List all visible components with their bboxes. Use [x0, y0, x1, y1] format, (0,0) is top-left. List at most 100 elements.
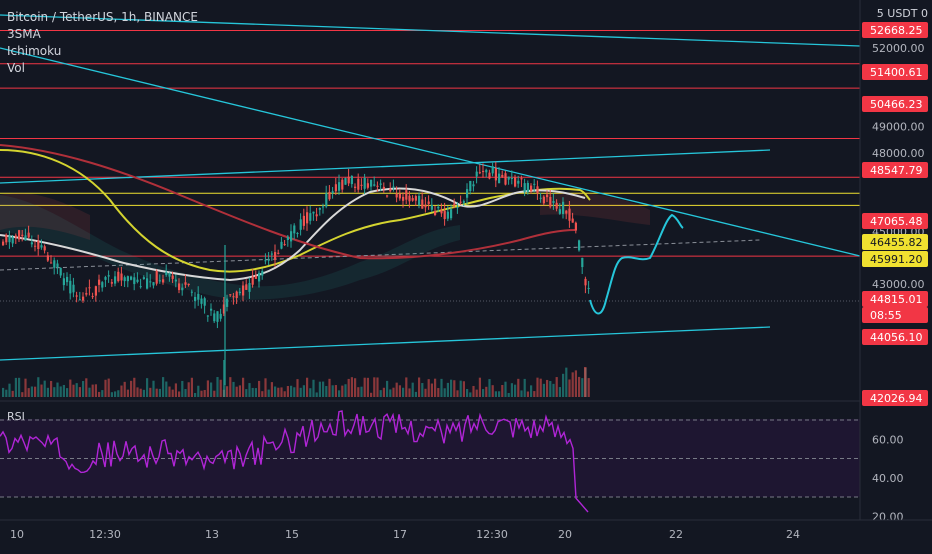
time-tick: 22	[669, 528, 683, 541]
volume-bar	[213, 390, 216, 397]
price-label-box	[862, 307, 928, 323]
volume-bar	[178, 391, 181, 397]
volume-bar	[331, 385, 334, 397]
price-axis: 52000.0051000.0050000.0049000.0048000.00…	[859, 0, 932, 523]
symbol-title[interactable]: Bitcoin / TetherUS, 1h, BINANCE	[7, 10, 198, 24]
candle-body	[158, 280, 161, 282]
candle-body	[395, 193, 398, 198]
candle-body	[558, 209, 561, 214]
price-label: 45991.20	[870, 253, 923, 266]
volume-bars	[2, 360, 590, 397]
candle-body	[37, 240, 40, 250]
volume-bar	[501, 384, 504, 397]
trendlines	[0, 14, 861, 361]
volume-bar	[360, 386, 363, 397]
volume-bar	[30, 386, 33, 397]
volume-bar	[242, 377, 245, 397]
candle-body	[446, 211, 449, 219]
volume-bar	[395, 382, 398, 397]
volume-bar	[446, 382, 449, 397]
candle-body	[414, 196, 417, 201]
volume-bar	[414, 391, 417, 397]
candle-body	[584, 278, 587, 286]
candle-body	[408, 195, 411, 202]
volume-bar	[27, 388, 30, 397]
volume-bar	[24, 378, 27, 397]
volume-bar	[542, 383, 545, 397]
indicator-vol[interactable]: Vol	[7, 61, 25, 75]
volume-bar	[459, 380, 462, 397]
volume-bar	[190, 377, 193, 397]
price-label: 47065.48	[870, 215, 923, 228]
rsi-title[interactable]: RSI	[7, 410, 25, 423]
volume-bar	[171, 389, 174, 397]
price-label-box	[862, 213, 928, 229]
volume-bar	[453, 380, 456, 397]
candle-body	[571, 218, 574, 223]
volume-bar	[274, 386, 277, 397]
candle-body	[354, 186, 357, 188]
candle-body	[517, 180, 520, 184]
volume-bar	[5, 389, 8, 397]
indicator-sma[interactable]: 3SMA	[7, 27, 41, 41]
volume-bar	[450, 379, 453, 397]
candle-body	[578, 240, 581, 251]
candle-body	[546, 194, 549, 198]
candle-body	[277, 252, 280, 254]
candle-body	[75, 295, 78, 297]
volume-bar	[334, 385, 337, 397]
candle-body	[293, 225, 296, 234]
trendline-descending	[0, 47, 861, 257]
volume-bar	[504, 381, 507, 397]
volume-bar	[181, 380, 184, 397]
candle-body	[338, 182, 341, 191]
volume-bar	[286, 386, 289, 397]
volume-bar	[421, 383, 424, 397]
chart-legend: Bitcoin / TetherUS, 1h, BINANCE 3SMA Ich…	[7, 9, 198, 77]
volume-bar	[488, 379, 491, 397]
candle-body	[405, 190, 408, 200]
volume-bar	[146, 378, 149, 397]
indicator-ichimoku[interactable]: Ichimoku	[7, 44, 62, 58]
volume-spike	[223, 360, 226, 397]
volume-bar	[405, 377, 408, 397]
volume-bar	[206, 380, 209, 397]
volume-bar	[216, 377, 219, 397]
candle-body	[542, 196, 545, 204]
cloud-red-2	[540, 193, 650, 225]
candle-body	[216, 311, 219, 322]
volume-bar	[472, 385, 475, 397]
volume-bar	[357, 387, 360, 397]
volume-bar	[219, 379, 222, 397]
candle-body	[194, 296, 197, 301]
price-tick: 49000.00	[872, 121, 925, 134]
volume-bar	[270, 382, 273, 397]
volume-bar	[382, 387, 385, 397]
candle-body	[347, 176, 350, 184]
dashed-reference	[0, 239, 761, 271]
price-label-box	[862, 329, 928, 345]
volume-bar	[565, 367, 568, 397]
time-axis: 10 12:30 13 15 17 12:30 20 22 24	[0, 519, 932, 541]
candle-body	[325, 193, 328, 207]
candle-body	[213, 313, 216, 322]
candle-body	[290, 231, 293, 242]
candle-body	[267, 259, 270, 261]
volume-bar	[539, 378, 542, 397]
candle-body	[299, 219, 302, 230]
volume-bar	[581, 378, 584, 397]
volume-bar	[552, 383, 555, 397]
volume-bar	[110, 392, 113, 397]
candle-body	[360, 184, 363, 186]
candle-body	[91, 296, 94, 298]
candle-body	[296, 232, 299, 234]
volume-bar	[69, 379, 72, 397]
volume-bar	[261, 391, 264, 397]
volume-bar	[226, 386, 229, 397]
price-label: 51400.61	[870, 66, 923, 79]
sma-red	[0, 144, 576, 260]
candle-body	[523, 183, 526, 193]
time-tick: 12:30	[476, 528, 508, 541]
